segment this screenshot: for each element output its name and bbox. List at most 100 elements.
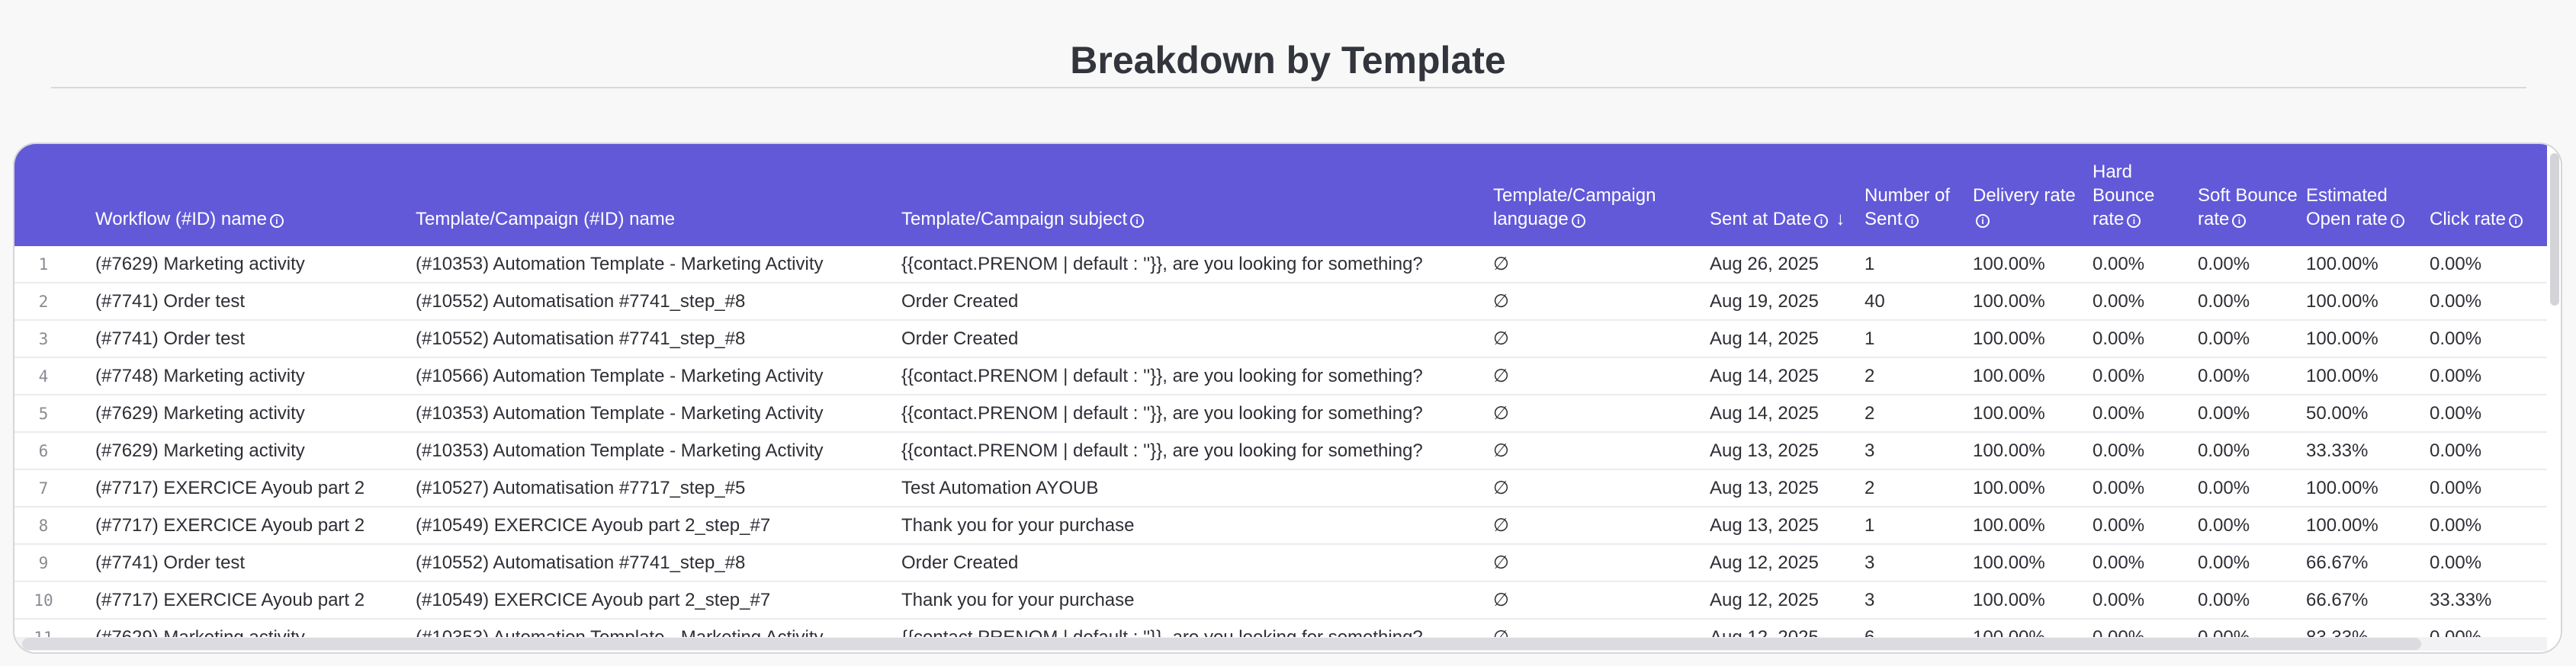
info-icon[interactable]: i [2390,214,2404,228]
vertical-scrollbar-thumb[interactable] [2550,153,2559,306]
table-row[interactable]: 2 (#7741) Order test (#10552) Automatisati… [14,283,2549,321]
table-cell: Aug 26, 2025 [1710,246,1865,283]
table-cell: ∅ [1493,320,1710,358]
table-cell: {{contact.PRENOM | default : ''}}, are y… [901,246,1493,283]
table-cell: 3 [1865,544,1973,582]
table-row[interactable]: 7 (#7717) EXERCICE Ayoub part 2 (#10527) A… [14,469,2549,508]
table-row[interactable]: 4 (#7748) Marketing activity (#10566) Auto… [14,357,2549,395]
table-cell: 100.00% [1973,581,2093,620]
info-icon[interactable]: i [1571,214,1585,228]
table-cell: 0.00% [2430,395,2549,433]
table-cell: Aug 13, 2025 [1710,507,1865,545]
info-icon[interactable]: i [1130,214,1145,228]
column-header-col11[interactable]: Click rate i [2430,144,2549,246]
info-icon[interactable]: i [2127,214,2141,228]
row-number: 10 [14,581,95,620]
horizontal-scrollbar[interactable] [14,637,2549,651]
table-cell: 0.00% [2198,432,2306,470]
sort-descending-icon[interactable]: ↓ [1836,209,1845,229]
table-cell: 100.00% [1973,469,2093,508]
row-number: 7 [14,469,95,508]
table-cell: (#7717) EXERCICE Ayoub part 2 [95,507,416,545]
info-icon[interactable]: i [269,214,284,228]
column-header-row-number[interactable] [14,144,95,246]
table-cell: Order Created [901,544,1493,582]
table-cell: Order Created [901,283,1493,321]
table-cell: 0.00% [2198,357,2306,395]
table-cell: 1 [1865,507,1973,545]
table-row[interactable]: 9 (#7741) Order test (#10552) Automatisati… [14,544,2549,582]
column-header-label: Sent at Date [1710,209,1812,229]
table-cell: (#7629) Marketing activity [95,432,416,470]
table-row[interactable]: 1 (#7629) Marketing activity (#10353) Auto… [14,246,2549,283]
column-header-col4[interactable]: Template/Campaign language i [1493,144,1710,246]
table-cell: (#7717) EXERCICE Ayoub part 2 [95,581,416,620]
table-cell: ∅ [1493,246,1710,283]
table-cell: (#10566) Automation Template - Marketing… [416,357,901,395]
row-number: 4 [14,357,95,395]
info-icon[interactable]: i [1814,214,1829,228]
column-header-label: Workflow (#ID) name [95,209,267,229]
column-header-col6[interactable]: Number of Sent i [1865,144,1973,246]
table-cell: 2 [1865,469,1973,508]
table-row[interactable]: 8 (#7717) EXERCICE Ayoub part 2 (#10549) E… [14,507,2549,545]
table-cell: 0.00% [2430,507,2549,545]
divider [51,87,2526,88]
vertical-scrollbar[interactable] [2547,144,2561,652]
info-icon[interactable]: i [2509,214,2523,228]
table-cell: 100.00% [2306,507,2430,545]
table-cell: 0.00% [2093,320,2198,358]
table-cell: 1 [1865,320,1973,358]
info-icon[interactable]: i [1976,214,1990,228]
info-icon[interactable]: i [2232,214,2247,228]
table-cell: Order Created [901,320,1493,358]
column-header-col2[interactable]: Template/Campaign (#ID) name [416,144,901,246]
table-cell: Aug 14, 2025 [1710,320,1865,358]
table-row[interactable]: 6 (#7629) Marketing activity (#10353) Auto… [14,432,2549,470]
data-table: Workflow (#ID) name i Template/Campaign (#… [14,144,2549,652]
column-header-col1[interactable]: Workflow (#ID) name i [95,144,416,246]
row-number: 6 [14,432,95,470]
horizontal-scrollbar-thumb[interactable] [22,638,2421,650]
table-row[interactable]: 10 (#7717) EXERCICE Ayoub part 2 (#10549) … [14,581,2549,620]
row-number: 5 [14,395,95,433]
table-cell: 100.00% [1973,544,2093,582]
table-cell: Aug 13, 2025 [1710,469,1865,508]
table-cell: 0.00% [2198,283,2306,321]
table-cell: 0.00% [2093,357,2198,395]
column-header-col9[interactable]: Soft Bounce rate i [2198,144,2306,246]
column-header-col8[interactable]: Hard Bounce rate i [2093,144,2198,246]
row-number: 9 [14,544,95,582]
table-cell: ∅ [1493,469,1710,508]
table-cell: Aug 12, 2025 [1710,581,1865,620]
table-cell: 0.00% [2198,581,2306,620]
table-cell: (#10552) Automatisation #7741_step_#8 [416,320,901,358]
table-cell: Aug 14, 2025 [1710,395,1865,433]
table-cell: Aug 19, 2025 [1710,283,1865,321]
table-cell: ∅ [1493,581,1710,620]
table-cell: (#7748) Marketing activity [95,357,416,395]
table-row[interactable]: 5 (#7629) Marketing activity (#10353) Auto… [14,395,2549,433]
table-cell: 2 [1865,395,1973,433]
table-cell: 50.00% [2306,395,2430,433]
table-cell: 100.00% [2306,320,2430,358]
row-number: 2 [14,283,95,321]
column-header-label: Template/Campaign subject [901,209,1128,229]
table-cell: 0.00% [2093,469,2198,508]
info-icon[interactable]: i [1905,214,1919,228]
table-cell: 0.00% [2198,320,2306,358]
column-header-col7[interactable]: Delivery rate i [1973,144,2093,246]
column-header-col3[interactable]: Template/Campaign subject i [901,144,1493,246]
table-cell: 3 [1865,581,1973,620]
table-cell: 0.00% [2430,432,2549,470]
table-cell: 0.00% [2093,581,2198,620]
table-cell: (#10353) Automation Template - Marketing… [416,432,901,470]
column-header-label: Template/Campaign language [1493,185,1656,229]
table-cell: (#10549) EXERCICE Ayoub part 2_step_#7 [416,581,901,620]
table-row[interactable]: 3 (#7741) Order test (#10552) Automatisati… [14,320,2549,358]
column-header-col5[interactable]: Sent at Date i ↓ [1710,144,1865,246]
table-cell: (#7741) Order test [95,320,416,358]
column-header-col10[interactable]: Estimated Open rate i [2306,144,2430,246]
table-cell: {{contact.PRENOM | default : ''}}, are y… [901,432,1493,470]
row-number: 8 [14,507,95,545]
